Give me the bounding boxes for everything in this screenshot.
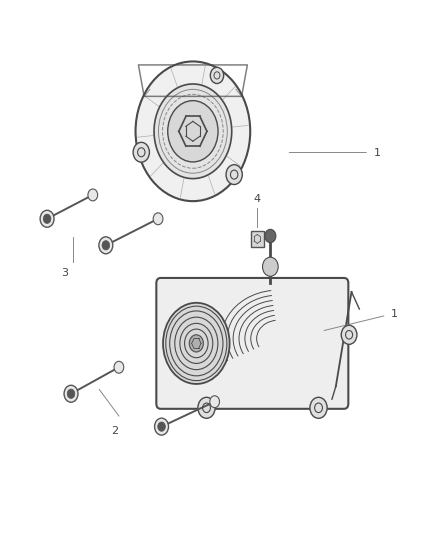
Circle shape (133, 142, 149, 162)
Circle shape (114, 361, 124, 373)
FancyBboxPatch shape (251, 231, 264, 247)
Circle shape (99, 237, 113, 254)
Circle shape (153, 213, 163, 225)
Circle shape (341, 325, 357, 344)
Text: 1: 1 (391, 309, 398, 319)
Circle shape (262, 257, 278, 276)
Circle shape (210, 67, 224, 84)
Circle shape (158, 422, 166, 431)
Text: 3: 3 (61, 268, 68, 278)
Circle shape (135, 61, 250, 201)
Circle shape (102, 240, 110, 250)
Circle shape (198, 397, 215, 418)
Circle shape (154, 84, 232, 179)
Text: 4: 4 (254, 194, 261, 204)
Circle shape (40, 211, 54, 227)
Circle shape (265, 229, 276, 243)
Circle shape (310, 397, 327, 418)
Text: 2: 2 (111, 425, 118, 435)
Circle shape (155, 418, 169, 435)
Circle shape (210, 396, 219, 408)
Circle shape (88, 189, 98, 201)
Circle shape (189, 335, 203, 352)
Circle shape (226, 165, 242, 184)
Circle shape (163, 303, 230, 384)
FancyBboxPatch shape (156, 278, 348, 409)
Text: 1: 1 (374, 148, 381, 158)
Circle shape (168, 101, 218, 162)
Circle shape (67, 389, 75, 399)
Circle shape (64, 385, 78, 402)
Circle shape (43, 214, 51, 223)
